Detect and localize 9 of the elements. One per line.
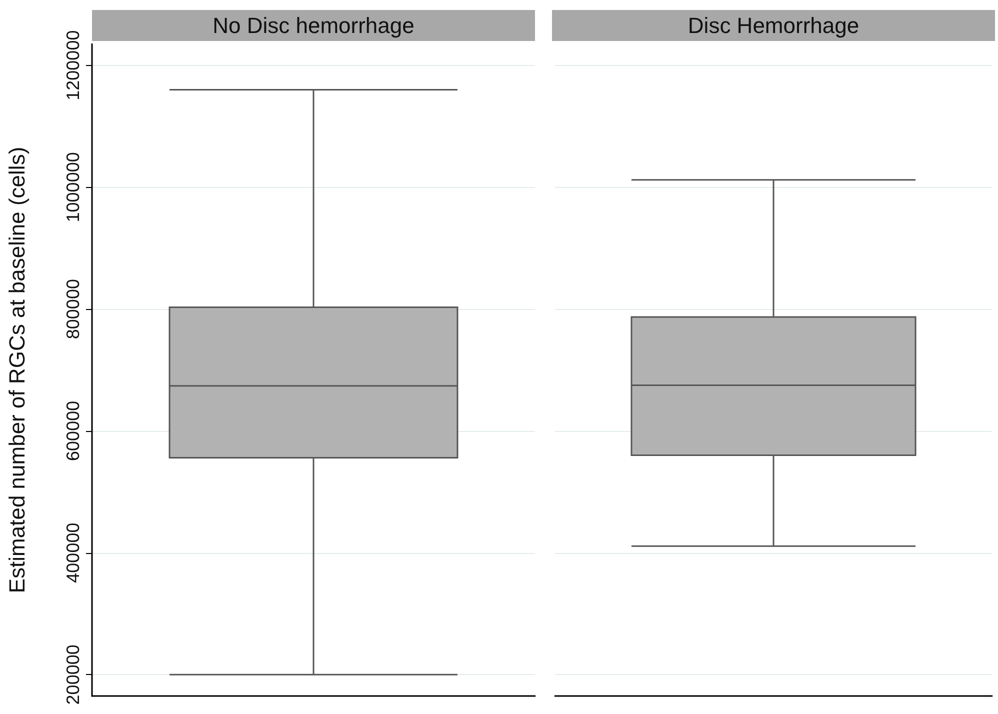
y-tick-label: 1200000	[63, 30, 83, 100]
y-axis-title: Estimated number of RGCs at baseline (cells)	[4, 146, 30, 594]
y-tick-label: 400000	[63, 522, 83, 583]
y-tick-label: 200000	[63, 644, 83, 705]
y-tick-label: 1000000	[63, 152, 83, 222]
x-tick-label: Disc Hemorrhage	[688, 13, 860, 38]
y-tick-label: 800000	[63, 279, 83, 340]
x-tick-label: No Disc hemorrhage	[212, 13, 414, 38]
y-tick-label: 600000	[63, 400, 83, 461]
